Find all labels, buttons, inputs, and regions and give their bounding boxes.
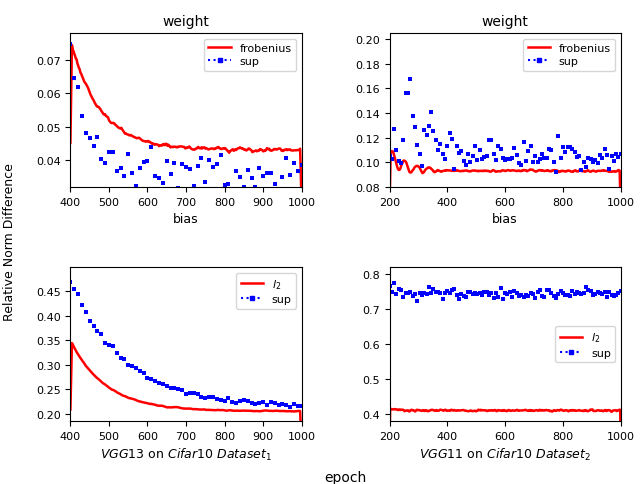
Text: epoch: epoch (324, 470, 367, 484)
X-axis label: $\mathit{VGG11}$ on $\mathit{Cifar}$10 $\mathit{Dataset}_2$: $\mathit{VGG11}$ on $\mathit{Cifar}$10 $… (419, 446, 591, 462)
Text: Relative Norm Difference: Relative Norm Difference (3, 163, 16, 321)
Title: weight: weight (482, 15, 529, 29)
X-axis label: bias: bias (492, 213, 518, 226)
Legend: frobenius, sup: frobenius, sup (523, 39, 615, 72)
Legend: $l_2$, sup: $l_2$, sup (556, 326, 615, 362)
Legend: $l_2$, sup: $l_2$, sup (236, 273, 296, 309)
X-axis label: $\mathit{VGG13}$ on $\mathit{Cifar}$10 $\mathit{Dataset}_1$: $\mathit{VGG13}$ on $\mathit{Cifar}$10 $… (100, 446, 272, 462)
Title: weight: weight (163, 15, 209, 29)
Legend: frobenius, sup: frobenius, sup (204, 39, 296, 72)
X-axis label: bias: bias (173, 213, 199, 226)
